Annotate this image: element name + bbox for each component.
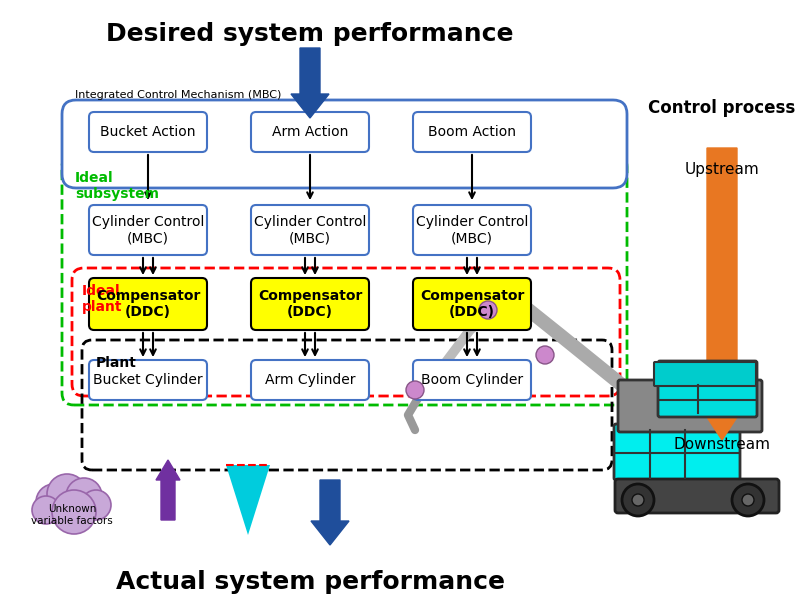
- Circle shape: [66, 478, 102, 514]
- FancyArrow shape: [156, 460, 180, 520]
- FancyArrow shape: [311, 480, 349, 545]
- FancyBboxPatch shape: [251, 278, 369, 330]
- Text: Compensator
(DDC): Compensator (DDC): [420, 289, 524, 319]
- Text: Cylinder Control
(MBC): Cylinder Control (MBC): [254, 215, 366, 245]
- FancyBboxPatch shape: [89, 360, 207, 400]
- FancyBboxPatch shape: [251, 360, 369, 400]
- FancyBboxPatch shape: [62, 100, 627, 188]
- Text: Ideal
plant: Ideal plant: [82, 284, 122, 314]
- Text: Upstream: Upstream: [685, 162, 759, 177]
- Text: Cylinder Control
(MBC): Cylinder Control (MBC): [416, 215, 528, 245]
- FancyBboxPatch shape: [413, 112, 531, 152]
- Text: Bucket Cylinder: Bucket Cylinder: [93, 373, 203, 387]
- FancyBboxPatch shape: [89, 205, 207, 255]
- Text: Arm Action: Arm Action: [272, 125, 348, 139]
- FancyBboxPatch shape: [413, 360, 531, 400]
- Text: Cylinder Control
(MBC): Cylinder Control (MBC): [92, 215, 204, 245]
- Circle shape: [32, 496, 60, 524]
- FancyBboxPatch shape: [251, 112, 369, 152]
- FancyBboxPatch shape: [89, 278, 207, 330]
- Text: Compensator
(DDC): Compensator (DDC): [258, 289, 362, 319]
- Text: Desired system performance: Desired system performance: [106, 22, 514, 46]
- FancyBboxPatch shape: [654, 362, 756, 386]
- FancyBboxPatch shape: [251, 205, 369, 255]
- Text: Integrated Control Mechanism (MBC): Integrated Control Mechanism (MBC): [75, 90, 282, 100]
- FancyBboxPatch shape: [614, 424, 740, 480]
- FancyBboxPatch shape: [89, 112, 207, 152]
- Circle shape: [36, 484, 72, 520]
- Circle shape: [81, 490, 111, 520]
- FancyArrow shape: [291, 48, 329, 118]
- Circle shape: [47, 474, 87, 514]
- Text: Unknown
variable factors: Unknown variable factors: [31, 504, 113, 526]
- Polygon shape: [226, 465, 270, 535]
- FancyBboxPatch shape: [658, 361, 757, 417]
- Circle shape: [479, 301, 497, 319]
- Text: Actual system performance: Actual system performance: [115, 570, 505, 594]
- FancyArrow shape: [699, 148, 745, 440]
- Text: Downstream: Downstream: [674, 437, 770, 452]
- Text: Ideal
subsystem: Ideal subsystem: [75, 171, 159, 201]
- Text: Control process: Control process: [648, 99, 796, 117]
- Text: Boom Action: Boom Action: [428, 125, 516, 139]
- Circle shape: [52, 490, 96, 534]
- Text: Arm Cylinder: Arm Cylinder: [265, 373, 355, 387]
- Text: Plant: Plant: [96, 356, 137, 370]
- Circle shape: [732, 484, 764, 516]
- FancyBboxPatch shape: [413, 278, 531, 330]
- Circle shape: [406, 381, 424, 399]
- Text: Bucket Action: Bucket Action: [100, 125, 196, 139]
- Circle shape: [742, 494, 754, 506]
- FancyBboxPatch shape: [615, 479, 779, 513]
- Circle shape: [622, 484, 654, 516]
- Circle shape: [536, 346, 554, 364]
- FancyBboxPatch shape: [413, 205, 531, 255]
- FancyBboxPatch shape: [618, 380, 762, 432]
- Text: Compensator
(DDC): Compensator (DDC): [96, 289, 200, 319]
- Text: Boom Cylinder: Boom Cylinder: [421, 373, 523, 387]
- Circle shape: [632, 494, 644, 506]
